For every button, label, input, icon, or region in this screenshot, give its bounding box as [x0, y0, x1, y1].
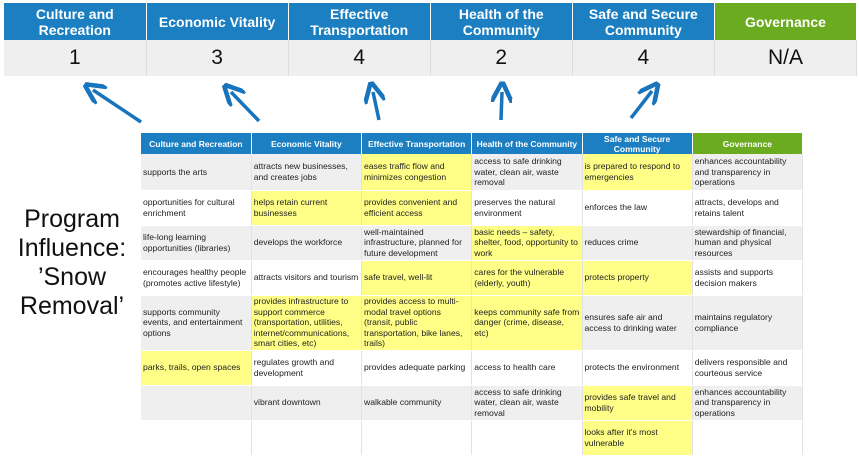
matrix-row: life-long learning opportunities (librar…	[141, 225, 804, 261]
matrix-cell: assists and supports decision makers	[692, 260, 804, 296]
matrix-cell: walkable community	[361, 385, 473, 421]
matrix-cell: well-maintained infrastructure, planned …	[361, 225, 473, 261]
matrix-header-row: Culture and Recreation Economic Vitality…	[141, 133, 804, 154]
matrix-header: Economic Vitality	[251, 133, 363, 154]
matrix-cell: attracts new businesses, and creates job…	[251, 154, 363, 191]
matrix-cell-highlighted: protects property	[582, 260, 693, 296]
matrix-cell	[251, 420, 363, 456]
matrix-row: opportunities for cultural enrichment hel…	[141, 190, 804, 226]
arrows	[0, 0, 859, 124]
category-culture: Culture and Recreation	[4, 3, 147, 40]
matrix-cell: attracts visitors and tourism	[251, 260, 363, 296]
score-row: 1 3 4 2 4 N/A	[4, 40, 858, 76]
matrix-row: supports community events, and entertain…	[141, 295, 804, 351]
matrix-cell: maintains regulatory compliance	[692, 295, 804, 351]
matrix-cell	[471, 420, 583, 456]
matrix-cell-highlighted: basic needs – safety, shelter, food, opp…	[471, 225, 583, 261]
influence-matrix: Culture and Recreation Economic Vitality…	[141, 133, 804, 456]
matrix-row: parks, trails, open spaces regulates grow…	[141, 350, 804, 386]
matrix-cell: reduces crime	[582, 225, 693, 261]
matrix-cell-highlighted: safe travel, well-lit	[361, 260, 473, 296]
matrix-cell-highlighted: cares for the vulnerable (elderly, youth…	[471, 260, 583, 296]
score-culture: 1	[4, 40, 147, 76]
matrix-cell: encourages healthy people (promotes acti…	[141, 260, 252, 296]
matrix-cell	[692, 420, 804, 456]
matrix-cell-highlighted: provides infrastructure to support comme…	[251, 295, 363, 351]
matrix-cell: attracts, develops and retains talent	[692, 190, 804, 226]
category-transportation: Effective Transportation	[288, 3, 431, 40]
matrix-cell: supports community events, and entertain…	[141, 295, 252, 351]
program-influence-label: Program Influence: ’Snow Removal’	[17, 205, 127, 320]
matrix-cell	[361, 420, 473, 456]
matrix-cell-highlighted: eases traffic flow and minimizes congest…	[361, 154, 473, 191]
matrix-cell: provides adequate parking	[361, 350, 473, 386]
score-governance: N/A	[714, 40, 858, 76]
score-table: Culture and Recreation Economic Vitality…	[4, 3, 858, 76]
matrix-cell: preserves the natural environment	[471, 190, 583, 226]
matrix-cell-highlighted: is prepared to respond to emergencies	[582, 154, 693, 191]
score-transportation: 4	[288, 40, 431, 76]
matrix-cell: enhances accountability and transparency…	[692, 154, 804, 191]
matrix-cell: enhances accountability and transparency…	[692, 385, 804, 421]
category-health: Health of the Community	[430, 3, 573, 40]
category-economic: Economic Vitality	[146, 3, 289, 40]
matrix-cell-highlighted: provides access to multi-modal travel op…	[361, 295, 473, 351]
matrix-cell-highlighted: provides convenient and efficient access	[361, 190, 473, 226]
matrix-cell: supports the arts	[141, 154, 252, 191]
category-safety: Safe and Secure Community	[572, 3, 715, 40]
matrix-cell-highlighted: parks, trails, open spaces	[141, 350, 252, 386]
arrow-culture	[93, 90, 142, 124]
score-health: 2	[430, 40, 573, 76]
matrix-cell: protects the environment	[582, 350, 693, 386]
category-governance: Governance	[714, 3, 858, 40]
arrow-health	[501, 92, 502, 121]
matrix-cell: access to safe drinking water, clean air…	[471, 154, 583, 191]
matrix-row: vibrant downtown walkable community access…	[141, 385, 804, 421]
matrix-cell: vibrant downtown	[251, 385, 363, 421]
matrix-row: encourages healthy people (promotes acti…	[141, 260, 804, 296]
category-header-row: Culture and Recreation Economic Vitality…	[4, 3, 858, 40]
matrix-cell: life-long learning opportunities (librar…	[141, 225, 252, 261]
matrix-cell: access to safe drinking water, clean air…	[471, 385, 583, 421]
matrix-cell-highlighted: keeps community safe from danger (crime,…	[471, 295, 583, 351]
arrow-transportation	[373, 92, 379, 121]
matrix-header: Effective Transportation	[361, 133, 473, 154]
matrix-header: Health of the Community	[471, 133, 583, 154]
matrix-cell: develops the workforce	[251, 225, 363, 261]
arrow-economic	[231, 92, 261, 123]
matrix-header: Culture and Recreation	[141, 133, 252, 154]
matrix-header: Safe and Secure Community	[582, 133, 693, 154]
score-safety: 4	[572, 40, 715, 76]
matrix-cell: opportunities for cultural enrichment	[141, 190, 252, 226]
matrix-cell	[141, 420, 252, 456]
matrix-cell: ensures safe air and access to drinking …	[582, 295, 693, 351]
matrix-row: supports the arts attracts new businesses…	[141, 154, 804, 191]
matrix-cell: regulates growth and development	[251, 350, 363, 386]
matrix-cell: enforces the law	[582, 190, 693, 226]
matrix-cell-highlighted: looks after it's most vulnerable	[582, 420, 693, 456]
matrix-cell: stewardship of financial, human and phys…	[692, 225, 804, 261]
matrix-cell	[141, 385, 252, 421]
matrix-header: Governance	[692, 133, 804, 154]
matrix-cell: access to health care	[471, 350, 583, 386]
matrix-cell: delivers responsible and courteous servi…	[692, 350, 804, 386]
matrix-row: looks after it's most vulnerable	[141, 420, 804, 456]
matrix-cell-highlighted: provides safe travel and mobility	[582, 385, 693, 421]
arrow-safety	[629, 91, 652, 120]
score-economic: 3	[146, 40, 289, 76]
matrix-cell-highlighted: helps retain current businesses	[251, 190, 363, 226]
